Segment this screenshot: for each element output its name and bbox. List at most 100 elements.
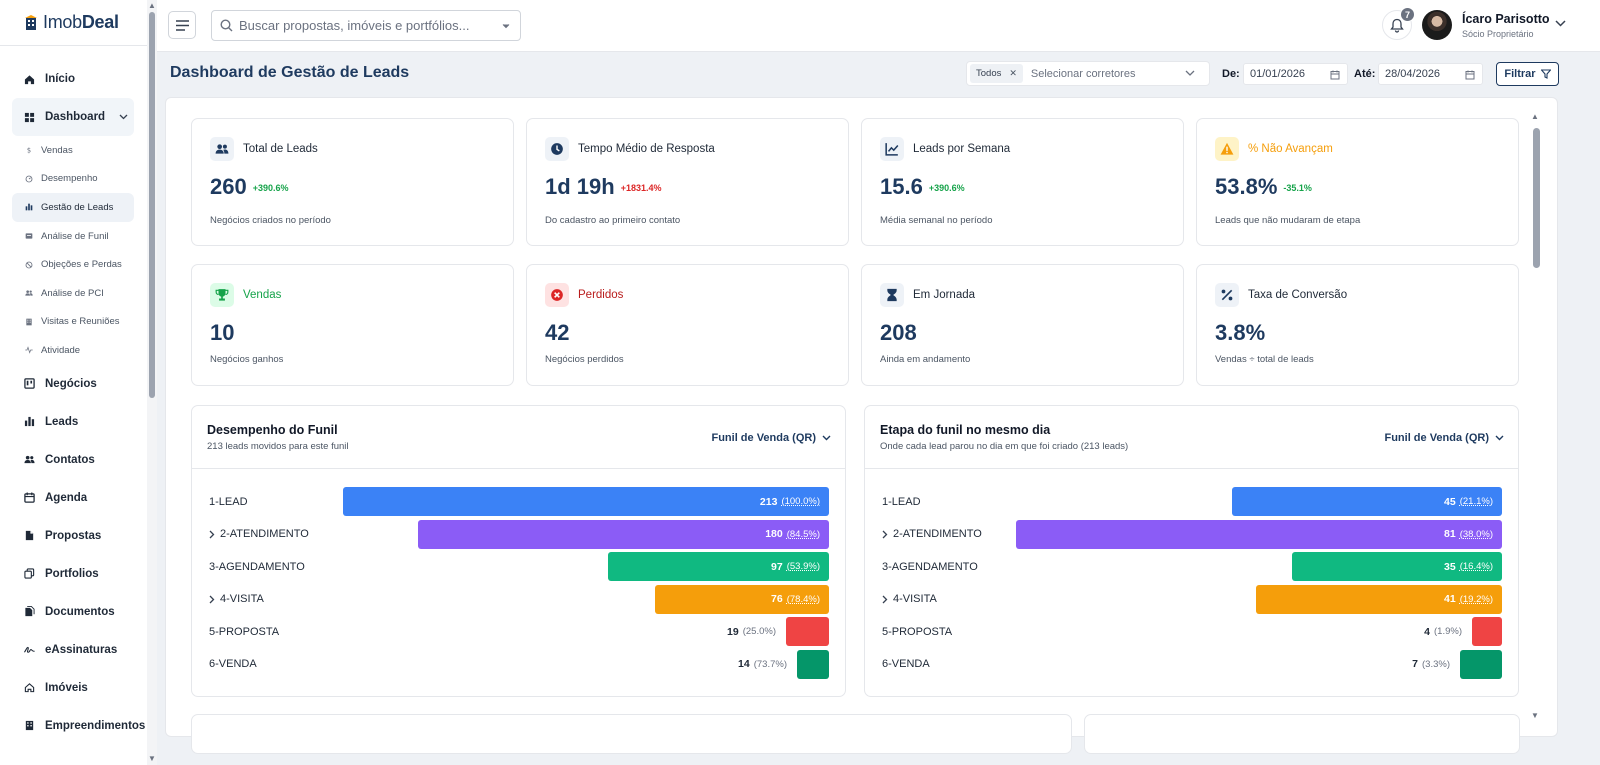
broker-chip[interactable]: Todos ✕ [970,64,1023,83]
from-date-input[interactable]: 01/01/2026 [1243,63,1348,85]
sidebar-item-imoveis[interactable]: Imóveis [12,669,134,707]
chevron-right-icon[interactable] [882,595,888,604]
scroll-down-icon[interactable]: ▼ [148,754,156,763]
search-bar[interactable]: Buscar propostas, imóveis e portfólios..… [211,10,521,41]
sidebar-item-label: Empreendimentos [45,719,146,732]
sidebar-item-vendas[interactable]: $ Vendas [12,136,134,165]
stage-name: 3-AGENDAMENTO [209,560,305,573]
funnel-bar[interactable] [1472,617,1502,646]
users-icon [25,289,33,297]
sidebar-item-contatos[interactable]: Contatos [12,441,134,479]
bar-percent: (78.4%) [786,593,820,605]
funnel-bar[interactable]: 45 (21.1%) [1232,487,1502,516]
chevron-right-icon[interactable] [882,530,888,539]
kpi-delta: +390.6% [928,183,965,193]
sidebar-scroll-thumb[interactable] [149,12,155,398]
funnel-bar[interactable]: 35 (16.4%) [1292,552,1502,581]
notifications-button[interactable] [1382,10,1412,40]
funnel-select[interactable]: Funil de Venda (QR) [1384,432,1504,444]
sidebar-item-documentos[interactable]: Documentos [12,593,134,631]
stage-name: 2-ATENDIMENTO [893,528,982,540]
clock-icon [545,137,569,161]
scroll-down-icon[interactable]: ▼ [1531,711,1539,720]
sidebar-item-empreendimentos[interactable]: Empreendimentos [12,707,145,745]
sidebar-item-atividade[interactable]: Atividade [12,336,134,365]
ban-icon [25,261,33,269]
funnel-bar[interactable]: 41 (19.2%) [1256,584,1502,614]
user-menu-chevron-icon[interactable] [1555,20,1566,27]
sidebar-item-objecoes-e-perdas[interactable]: Objeções e Perdas [12,250,134,279]
funnel-bar[interactable]: 180 (84.5%) [418,519,829,549]
activity-icon [25,346,33,355]
bar-percent: (38.0%) [1459,528,1493,540]
funnel-bar[interactable] [797,649,829,679]
sidebar-item-label: Objeções e Perdas [41,259,122,271]
panel-divider [192,468,845,469]
sidebar-item-negocios[interactable]: Negócios [12,365,134,403]
sidebar-item-visitas-e-reunioes[interactable]: Visitas e Reuniões [12,308,134,337]
sidebar-item-dashboard[interactable]: Dashboard [12,98,134,136]
chevron-down-icon [1185,70,1195,76]
percent-icon [1215,283,1239,307]
sidebar-item-desempenho[interactable]: Desempenho [12,165,134,194]
broker-placeholder: Selecionar corretores [1030,67,1136,80]
logo-text: ImobDeal [43,12,119,32]
broker-select[interactable]: Todos ✕ Selecionar corretores [966,61,1210,86]
kpi-card: Taxa de Conversão 3.8% Vendas ÷ total de l… [1196,264,1519,386]
search-input[interactable]: Buscar propostas, imóveis e portfólios..… [239,18,470,33]
panel-subtitle: 213 leads movidos para este funil [207,441,349,452]
stage-label[interactable]: 2-ATENDIMENTO [882,520,982,549]
kpi-value: 208 [880,320,917,345]
funnel-bar[interactable]: 81 (38.0%) [1016,519,1502,549]
funnel-bar[interactable]: 76 (78.4%) [655,584,829,614]
sidebar-item-analise-de-funil[interactable]: Análise de Funil [12,222,134,251]
bar-outside-label: 19 (25.0%) [727,617,776,646]
funnel-bar[interactable] [1460,649,1502,679]
content-scroll-thumb[interactable] [1533,128,1540,268]
calendar-icon [24,492,35,503]
logo[interactable]: ImobDeal [0,0,147,46]
sidebar-item-agenda[interactable]: Agenda [12,479,134,517]
funnel-bar[interactable]: 213 (100.0%) [343,487,829,516]
kpi-label: Em Jornada [913,289,976,301]
sidebar-item-label: eAssinaturas [45,643,118,656]
menu-toggle-button[interactable] [168,11,196,39]
kpi-card-header: Tempo Médio de Resposta [545,137,715,161]
filter-button-label: Filtrar [1504,68,1536,80]
funnel-select[interactable]: Funil de Venda (QR) [711,432,831,444]
sidebar-item-leads[interactable]: Leads [12,403,134,441]
content-scrollbar[interactable]: ▲ ▼ [1528,112,1544,723]
stage-label: 1-LEAD [209,487,248,516]
x-circle-icon [545,283,569,307]
stage-label[interactable]: 2-ATENDIMENTO [209,520,309,549]
stage-label[interactable]: 4-VISITA [882,585,937,614]
next-section-card [191,714,1072,754]
funnel-bar[interactable] [786,617,829,646]
sidebar-item-propostas[interactable]: Propostas [12,517,134,555]
scroll-up-icon[interactable]: ▲ [1531,112,1539,121]
house-icon [24,682,35,693]
stage-name: 6-VENDA [209,658,257,670]
chevron-right-icon[interactable] [209,595,215,604]
bar-count: 35 [1444,560,1456,573]
to-date-input[interactable]: 28/04/2026 [1378,63,1483,85]
funnel-bar[interactable]: 97 (53.9%) [608,552,829,581]
sidebar-item-portfolios[interactable]: Portfolios [12,555,134,593]
chip-remove-icon[interactable]: ✕ [1009,68,1017,78]
chevron-right-icon[interactable] [209,530,215,539]
sidebar-item-gestao-de-leads[interactable]: Gestão de Leads [12,193,134,222]
scroll-up-icon[interactable]: ▲ [148,1,156,10]
panel-title: Desempenho do Funil [207,423,338,437]
kpi-label: % Não Avançam [1248,143,1333,155]
filter-button[interactable]: Filtrar [1496,62,1559,86]
sidebar-item-inicio[interactable]: Início [12,60,134,98]
chevron-down-icon[interactable] [119,114,128,120]
sidebar-item-analise-de-pci[interactable]: Análise de PCI [12,279,134,308]
kpi-subtitle: Vendas ÷ total de leads [1215,354,1314,365]
logo-icon [24,14,38,31]
stage-label[interactable]: 4-VISITA [209,585,264,614]
user-name[interactable]: Ícaro Parisotto [1462,12,1550,26]
sidebar-item-eassinaturas[interactable]: eAssinaturas [12,631,134,669]
sidebar-scrollbar[interactable]: ▲ ▼ [147,0,157,765]
user-avatar[interactable] [1422,10,1452,40]
